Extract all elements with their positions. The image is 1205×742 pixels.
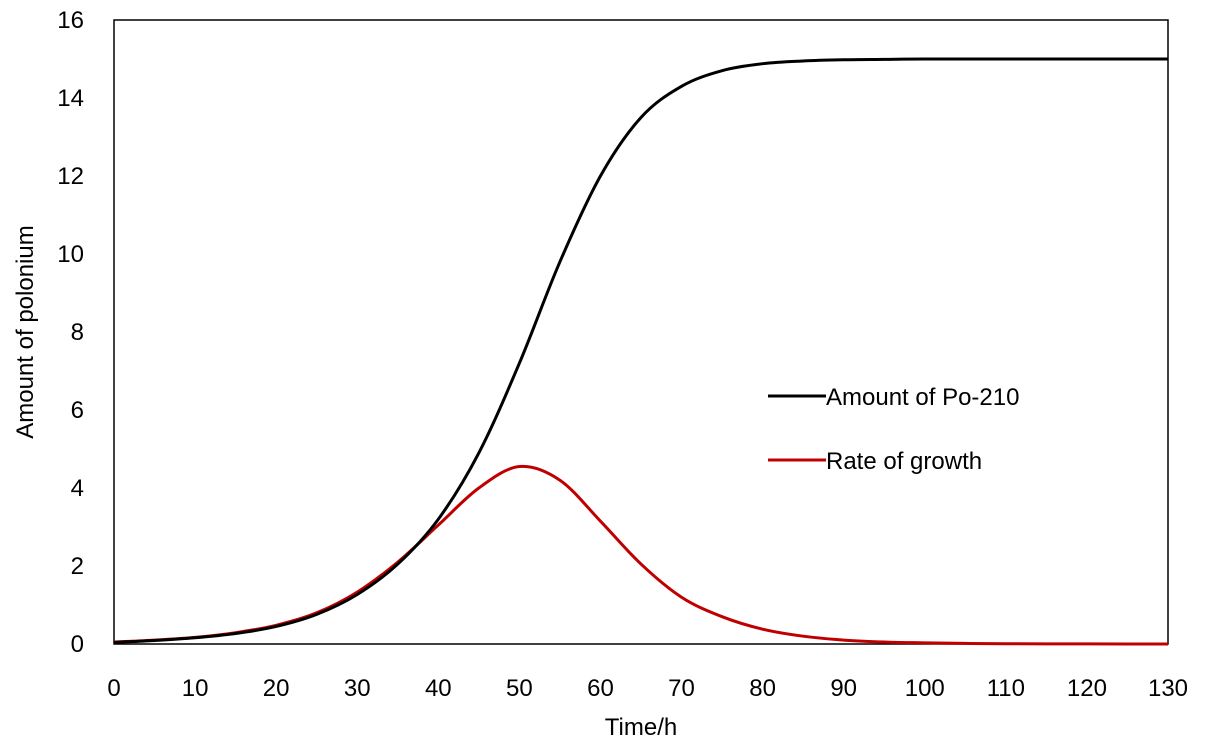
x-tick-label: 10 — [182, 675, 209, 702]
legend: Amount of Po-210 Rate of growth — [768, 384, 1019, 475]
y-tick-label: 6 — [71, 397, 84, 424]
y-tick-label: 2 — [71, 553, 84, 580]
y-tick-label: 16 — [57, 7, 84, 34]
x-tick-label: 30 — [344, 675, 371, 702]
y-tick-label: 10 — [57, 241, 84, 268]
x-tick-label: 110 — [987, 675, 1025, 702]
plot-area — [113, 19, 1169, 645]
y-tick-label: 14 — [57, 85, 84, 112]
x-tick-label: 70 — [668, 675, 695, 702]
x-tick-label: 60 — [587, 675, 614, 702]
y-tick-label: 8 — [71, 319, 84, 346]
x-tick-label: 100 — [905, 675, 945, 702]
legend-label-amount: Amount of Po-210 — [826, 384, 1019, 411]
x-tick-label: 20 — [263, 675, 290, 702]
series-line-amount-po210 — [113, 57, 1168, 644]
legend-label-rate: Rate of growth — [826, 448, 982, 475]
y-tick-label: 0 — [71, 631, 84, 658]
x-axis-title: Time/h — [605, 714, 677, 741]
x-tick-label: 130 — [1148, 675, 1188, 702]
y-tick-label: 4 — [71, 475, 84, 502]
x-tick-label: 50 — [506, 675, 533, 702]
x-tick-label: 0 — [107, 675, 120, 702]
y-axis-title: Amount of polonium — [12, 225, 39, 438]
y-tick-label: 12 — [57, 163, 84, 190]
x-tick-label: 120 — [1067, 675, 1107, 702]
x-tick-label: 90 — [830, 675, 857, 702]
x-tick-label: 40 — [425, 675, 452, 702]
x-tick-label: 80 — [749, 675, 776, 702]
